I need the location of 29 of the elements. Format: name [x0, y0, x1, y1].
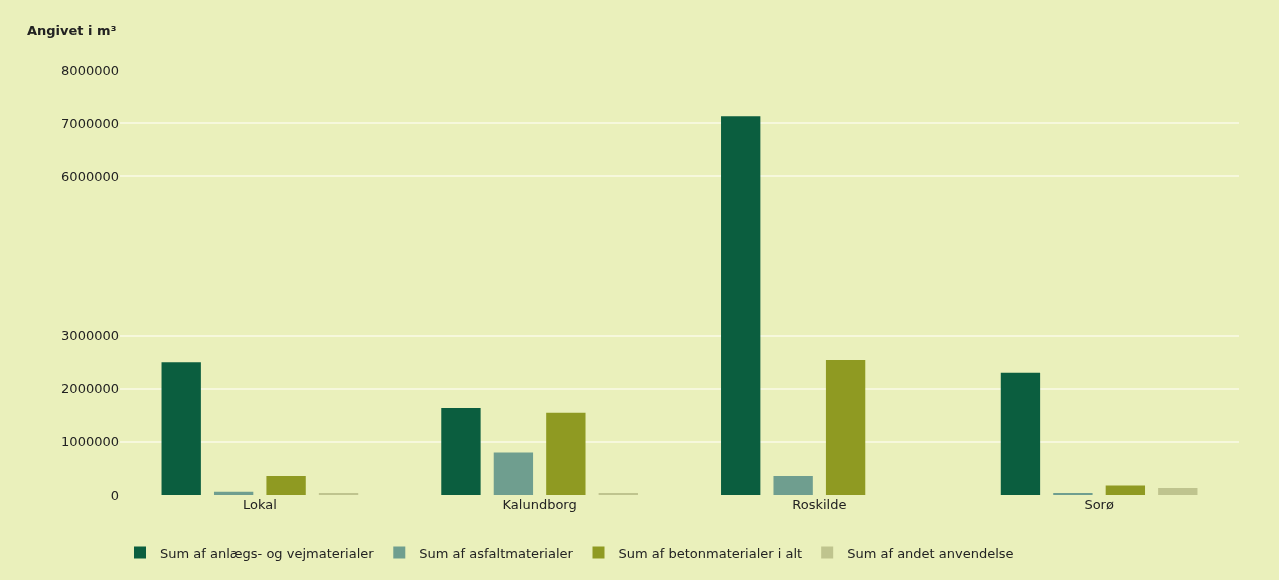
y-tick-label: 3000000: [61, 328, 119, 344]
bar: [441, 407, 481, 495]
legend-label: Sum af asfaltmaterialer: [419, 545, 574, 561]
bar: [825, 360, 866, 495]
bar: [598, 492, 638, 495]
y-tick-label: 2000000: [61, 381, 119, 397]
x-tick-label: Lokal: [242, 497, 277, 512]
x-tick-label: Kalundborg: [502, 497, 577, 512]
y-tick-label: 7000000: [61, 115, 119, 131]
legend-label: Sum af betonmaterialer i alt: [618, 545, 803, 561]
bar: [1105, 485, 1146, 495]
y-tick-label: 0: [110, 487, 119, 503]
y-axis-title: Angivet i m³: [27, 23, 117, 38]
legend-label: Sum af anlægs- og vejmaterialer: [160, 545, 375, 561]
bar: [493, 452, 534, 495]
legend-label: Sum af andet anvendelse: [847, 545, 1014, 561]
bar: [213, 491, 254, 495]
bar: [546, 412, 586, 495]
y-tick-label: 8000000: [61, 62, 119, 78]
x-tick-label: Sorø: [1084, 497, 1114, 512]
bar: [161, 362, 201, 495]
y-tick-label: 6000000: [61, 168, 119, 184]
y-tick-label: 1000000: [61, 434, 119, 450]
bar: [721, 116, 761, 495]
bar: [773, 475, 813, 495]
bar: [1000, 372, 1041, 495]
bar: [266, 475, 306, 495]
x-tick-label: Roskilde: [792, 497, 847, 512]
bar: [1158, 488, 1198, 495]
